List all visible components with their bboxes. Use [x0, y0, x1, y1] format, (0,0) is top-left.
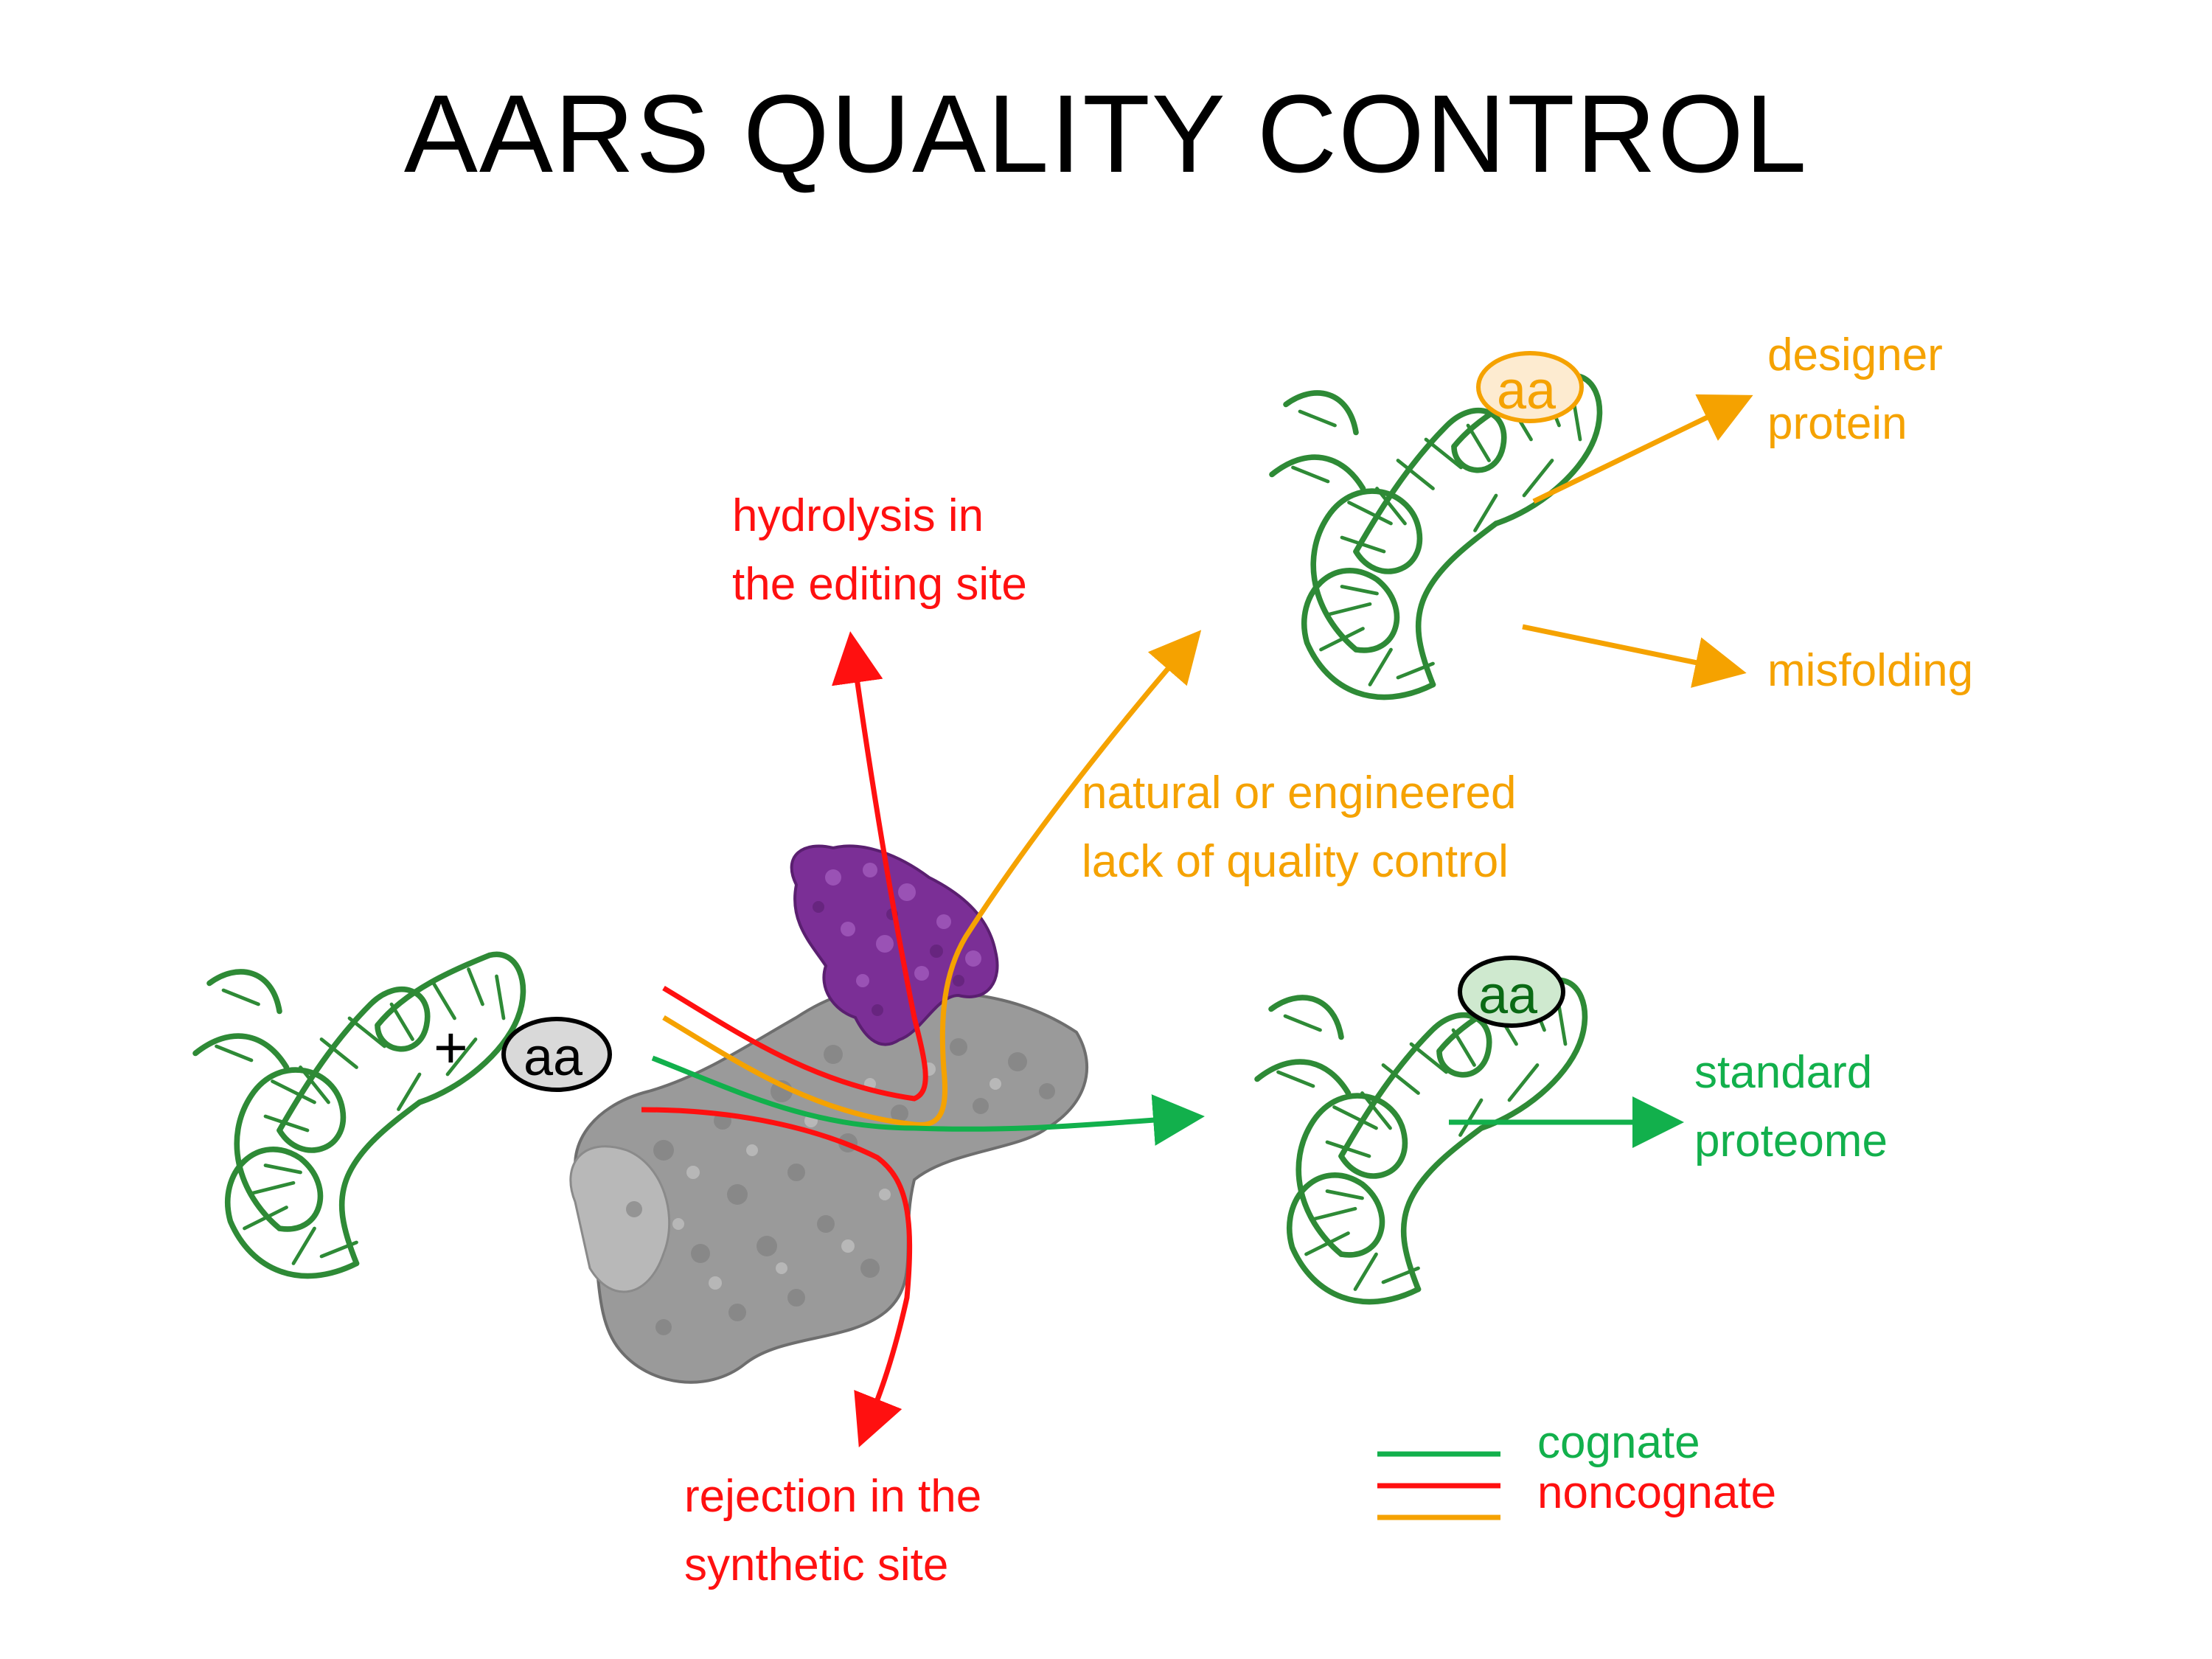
rejection-label: rejection in the synthetic site: [684, 1471, 982, 1590]
designer-arrow: [1532, 394, 1753, 504]
aa-label-start: aa: [524, 1028, 583, 1087]
aa-label-green: aa: [1478, 966, 1538, 1025]
editing-path-red: [662, 631, 928, 1102]
misfolding-label: misfolding: [1767, 645, 1974, 696]
legend-cognate-label: cognate: [1537, 1417, 1700, 1468]
page-title: AARS QUALITY CONTROL: [403, 72, 1809, 195]
misfolding-arrow: [1522, 624, 1747, 688]
legend-noncognate-label: noncognate: [1537, 1467, 1777, 1518]
aa-oval-charged-orange: [1476, 351, 1584, 423]
designer-protein-label: designer protein: [1767, 330, 1943, 449]
aa-oval-charged-green: [1458, 956, 1565, 1028]
trna-icon: [195, 954, 523, 1276]
cognate-path-green: [651, 1055, 1205, 1146]
aa-oval-start: [501, 1017, 612, 1092]
lack-of-qc-label: natural or engineered lack of quality co…: [1082, 768, 1517, 887]
aa-label-orange: aa: [1497, 361, 1557, 420]
synthetic-rejection-path-red: [641, 1107, 913, 1447]
hydrolysis-label: hydrolysis in the editing site: [732, 490, 1027, 610]
enzyme-surface-icon: [569, 987, 1088, 1384]
lack-of-qc-path-orange: [662, 630, 1202, 1128]
plus-sign: +: [434, 1015, 468, 1080]
standard-proteome-label: standard proteome: [1694, 1047, 1888, 1166]
